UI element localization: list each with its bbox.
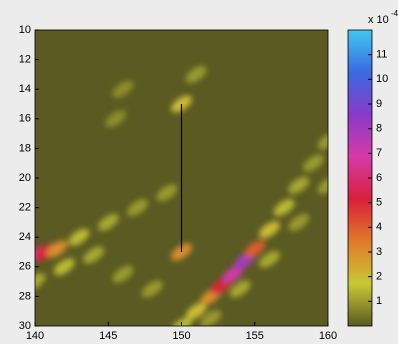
colorbar-label: x 10 bbox=[368, 14, 389, 26]
heat-cell bbox=[68, 228, 90, 246]
x-tick-label: 145 bbox=[99, 330, 117, 342]
colorbar-exponent: -4 bbox=[391, 9, 398, 18]
heat-cell bbox=[112, 80, 134, 98]
heat-cell bbox=[229, 280, 251, 298]
y-tick-label: 20 bbox=[19, 172, 31, 184]
heat-cell bbox=[273, 199, 295, 217]
colorbar-tick-label: 10 bbox=[376, 73, 388, 85]
heat-cell bbox=[200, 310, 222, 326]
heat-cell bbox=[258, 250, 280, 268]
heat-cell bbox=[244, 240, 266, 258]
heat-cell bbox=[185, 302, 207, 320]
y-tick-label: 10 bbox=[19, 24, 31, 36]
heat-cell bbox=[127, 199, 148, 217]
heat-cell bbox=[222, 265, 244, 283]
heat-cell bbox=[258, 221, 280, 239]
heat-cell bbox=[171, 317, 192, 326]
heat-cell bbox=[46, 240, 68, 258]
y-tick-label: 24 bbox=[19, 231, 31, 243]
heat-cell bbox=[288, 176, 310, 194]
y-tick-label: 22 bbox=[19, 202, 31, 214]
y-tick-label: 12 bbox=[19, 54, 31, 66]
heat-cell bbox=[83, 246, 105, 264]
colorbar-tick-label: 1 bbox=[376, 295, 382, 307]
colorbar-tick-label: 4 bbox=[376, 221, 382, 233]
heat-cell bbox=[112, 265, 134, 283]
heat-cell bbox=[105, 110, 126, 128]
colorbar-tick-label: 3 bbox=[376, 246, 382, 258]
y-tick-label: 16 bbox=[19, 113, 31, 125]
heat-cell bbox=[97, 213, 119, 231]
x-tick-label: 140 bbox=[26, 330, 44, 342]
y-tick-label: 26 bbox=[19, 261, 31, 273]
x-tick-label: 155 bbox=[246, 330, 264, 342]
y-tick-label: 18 bbox=[19, 142, 31, 154]
y-tick-label: 14 bbox=[19, 83, 31, 95]
y-tick-label: 28 bbox=[19, 290, 31, 302]
heat-cell bbox=[302, 154, 324, 172]
heat-cell bbox=[317, 132, 328, 150]
heat-cell bbox=[185, 65, 207, 83]
heat-cell bbox=[35, 273, 46, 291]
heat-cell bbox=[317, 176, 328, 194]
x-tick-label: 150 bbox=[172, 330, 190, 342]
colorbar-tick-label: 6 bbox=[376, 172, 382, 184]
heat-cell bbox=[156, 184, 178, 202]
heat-cell bbox=[288, 213, 310, 231]
heat-cell bbox=[53, 258, 75, 276]
colorbar-tick-label: 11 bbox=[376, 49, 387, 61]
heat-cell bbox=[141, 280, 163, 298]
colorbar-tick-label: 9 bbox=[376, 98, 382, 110]
colorbar-tick-label: 2 bbox=[376, 271, 382, 283]
colorbar-tick-label: 7 bbox=[376, 147, 382, 159]
colorbar-tick-label: 5 bbox=[376, 197, 382, 209]
x-tick-label: 160 bbox=[319, 330, 337, 342]
y-tick-label: 30 bbox=[19, 320, 31, 332]
colorbar-tick-label: 8 bbox=[376, 123, 382, 135]
